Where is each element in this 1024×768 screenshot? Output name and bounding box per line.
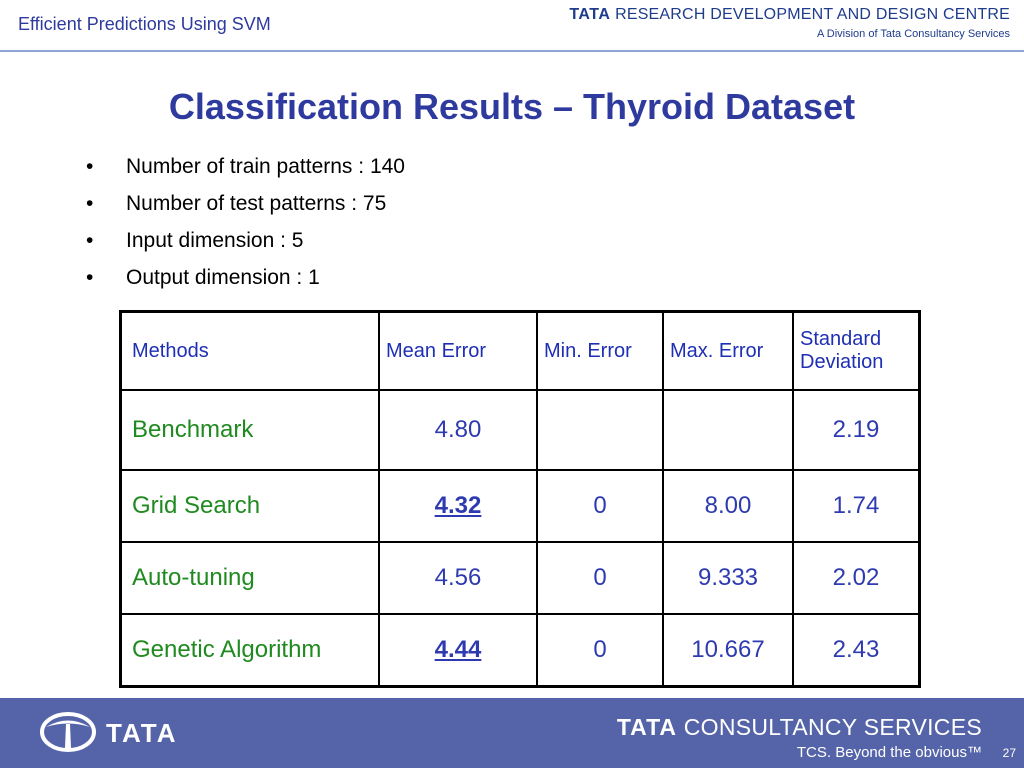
min-cell: 0 — [536, 541, 664, 615]
std-cell: 2.19 — [792, 389, 921, 471]
tcs-tata: TATA — [616, 714, 678, 740]
std-cell: 1.74 — [792, 469, 921, 543]
header-cell-std: Standard Deviation — [792, 310, 921, 391]
tata-wordmark: TATA — [106, 718, 178, 748]
page-number: 27 — [1002, 746, 1016, 760]
mean-cell: 4.32 — [378, 469, 538, 543]
header-cell-mean: Mean Error — [378, 310, 538, 391]
tcs-wordmark: TATA CONSULTANCY SERVICES — [617, 714, 982, 741]
tata-emblem-icon — [40, 712, 96, 752]
brand-name: RESEARCH DEVELOPMENT AND DESIGN CENTRE — [615, 6, 1010, 23]
method-cell: Auto-tuning — [119, 541, 380, 615]
header-cell-max: Max. Error — [662, 310, 794, 391]
mean-cell: 4.44 — [378, 613, 538, 688]
header-title: Efficient Predictions Using SVM — [18, 14, 271, 34]
slide-footer: TATA TATA CONSULTANCY SERVICES TCS. Beyo… — [0, 698, 1024, 768]
header-cell-min: Min. Error — [536, 310, 664, 391]
method-cell: Grid Search — [119, 469, 380, 543]
min-cell: 0 — [536, 469, 664, 543]
table-header-row: Methods Mean Error Min. Error Max. Error… — [119, 310, 921, 391]
min-cell — [536, 389, 664, 471]
bullet-item: Input dimension : 5 — [86, 226, 405, 263]
header-divider — [0, 50, 1024, 52]
brand-subtitle: A Division of Tata Consultancy Services — [817, 28, 1010, 40]
header-cell-methods: Methods — [119, 310, 380, 391]
table-row: Genetic Algorithm 4.44 0 10.667 2.43 — [119, 613, 921, 688]
bullet-item: Number of test patterns : 75 — [86, 189, 405, 226]
method-cell: Genetic Algorithm — [119, 613, 380, 688]
header-brand: TATA RESEARCH DEVELOPMENT AND DESIGN CEN… — [569, 6, 1010, 40]
slide-title: Classification Results – Thyroid Dataset — [168, 86, 856, 127]
max-cell — [662, 389, 794, 471]
brand-tata: TATA — [569, 6, 611, 23]
tcs-tagline: TCS. Beyond the obvious™ — [796, 744, 982, 761]
max-cell: 10.667 — [662, 613, 794, 688]
max-cell: 8.00 — [662, 469, 794, 543]
table-row: Benchmark 4.80 2.19 — [119, 389, 921, 471]
std-cell: 2.43 — [792, 613, 921, 688]
table-row: Grid Search 4.32 0 8.00 1.74 — [119, 469, 921, 543]
max-cell: 9.333 — [662, 541, 794, 615]
bullet-item: Output dimension : 1 — [86, 263, 405, 300]
bullet-list: Number of train patterns : 140 Number of… — [86, 152, 405, 300]
tcs-name: CONSULTANCY SERVICES — [683, 714, 982, 740]
bullet-item: Number of train patterns : 140 — [86, 152, 405, 189]
min-cell: 0 — [536, 613, 664, 688]
mean-cell: 4.80 — [378, 389, 538, 471]
mean-cell: 4.56 — [378, 541, 538, 615]
std-cell: 2.02 — [792, 541, 921, 615]
results-table: Methods Mean Error Min. Error Max. Error… — [119, 310, 921, 688]
table-row: Auto-tuning 4.56 0 9.333 2.02 — [119, 541, 921, 615]
method-cell: Benchmark — [119, 389, 380, 471]
